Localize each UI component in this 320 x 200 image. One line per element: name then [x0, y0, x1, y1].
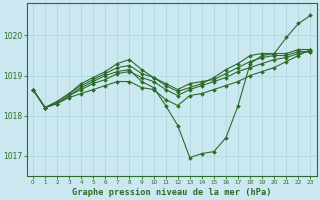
- X-axis label: Graphe pression niveau de la mer (hPa): Graphe pression niveau de la mer (hPa): [72, 188, 271, 197]
